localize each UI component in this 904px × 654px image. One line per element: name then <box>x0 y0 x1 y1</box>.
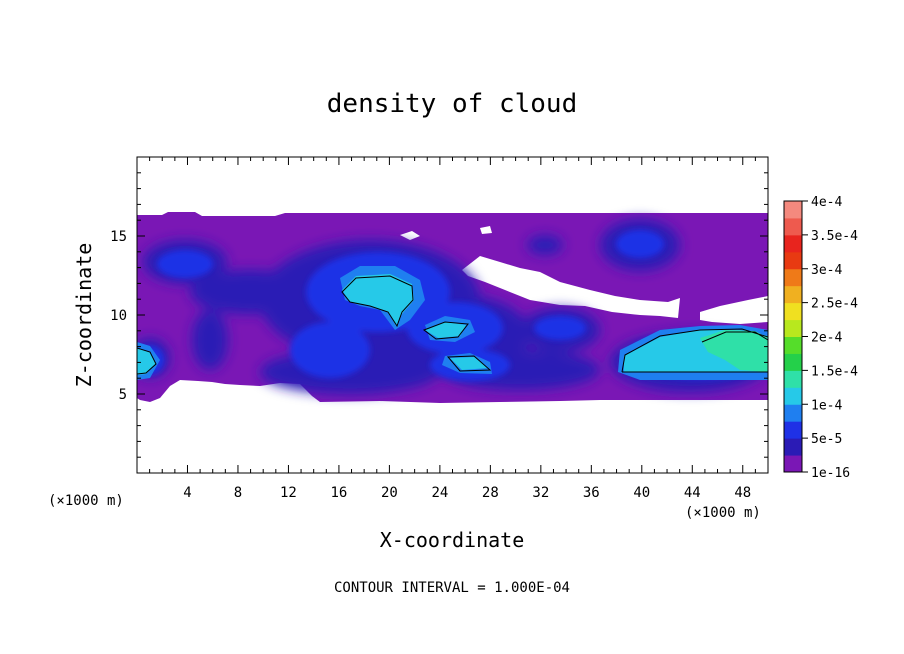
contour-lines <box>137 275 768 375</box>
colorbar-swatch <box>784 353 802 371</box>
colorbar-swatch <box>784 251 802 270</box>
colorbar-label: 4e-4 <box>811 195 842 210</box>
x-tick-label: 32 <box>532 485 549 501</box>
y-axis-label: Z-coordinate <box>72 243 96 388</box>
colorbar-label: 1.5e-4 <box>811 364 858 379</box>
colorbar: 1e-16 5e-5 1e-4 1.5e-4 2e-4 2.5e-4 3e-4 3.5e-4 4… <box>783 195 858 481</box>
colorbar-label: 2e-4 <box>811 331 842 346</box>
density-field <box>137 212 768 403</box>
colorbar-swatch <box>784 455 802 473</box>
colorbar-swatch <box>784 370 802 388</box>
x-tick-label: 24 <box>431 485 448 501</box>
y-tick-label: 5 <box>119 387 127 403</box>
x-tick-label: 12 <box>280 485 297 501</box>
colorbar-label: 1e-4 <box>811 398 842 413</box>
colorbar-swatch <box>784 404 802 422</box>
colorbar-label: 3.5e-4 <box>811 229 858 244</box>
contour-interval-note: CONTOUR INTERVAL = 1.000E-04 <box>334 580 570 596</box>
colorbar-swatch <box>784 234 802 253</box>
x-tick-label: 40 <box>633 485 650 501</box>
x-tick-label: 44 <box>684 485 701 501</box>
x-tick-label: 28 <box>482 485 499 501</box>
x-tick-label: 16 <box>330 485 347 501</box>
clear-gaps <box>400 226 768 324</box>
colorbar-swatch <box>784 387 802 405</box>
chart-title: density of cloud <box>327 89 577 119</box>
colorbar-swatch <box>784 217 802 236</box>
colorbar-swatch <box>784 421 802 439</box>
x-tick-label: 48 <box>734 485 751 501</box>
colorbar-label: 1e-16 <box>811 466 850 481</box>
y-tick-label: 10 <box>110 308 127 324</box>
x-tick-label: 8 <box>234 485 242 501</box>
x-axis-label: X-coordinate <box>380 528 525 552</box>
colorbar-swatch <box>784 268 802 287</box>
colorbar-label: 3e-4 <box>811 263 842 278</box>
colorbar-swatch <box>784 336 802 354</box>
colorbar-label: 5e-5 <box>811 432 842 447</box>
colorbar-swatch <box>784 319 802 337</box>
colorbar-swatch <box>784 201 802 219</box>
y-tick-label: 15 <box>110 229 127 245</box>
x-tick-label: 36 <box>583 485 600 501</box>
colorbar-swatch <box>784 438 802 456</box>
x-unit-label-left: (×1000 m) <box>48 493 124 509</box>
colorbar-label: 2.5e-4 <box>811 297 858 312</box>
x-tick-label: 20 <box>381 485 398 501</box>
x-tick-label: 4 <box>183 485 191 501</box>
green-core <box>700 330 768 372</box>
colorbar-swatch <box>784 285 802 304</box>
colorbar-swatch <box>784 302 802 321</box>
x-unit-label-right: (×1000 m) <box>685 505 761 521</box>
